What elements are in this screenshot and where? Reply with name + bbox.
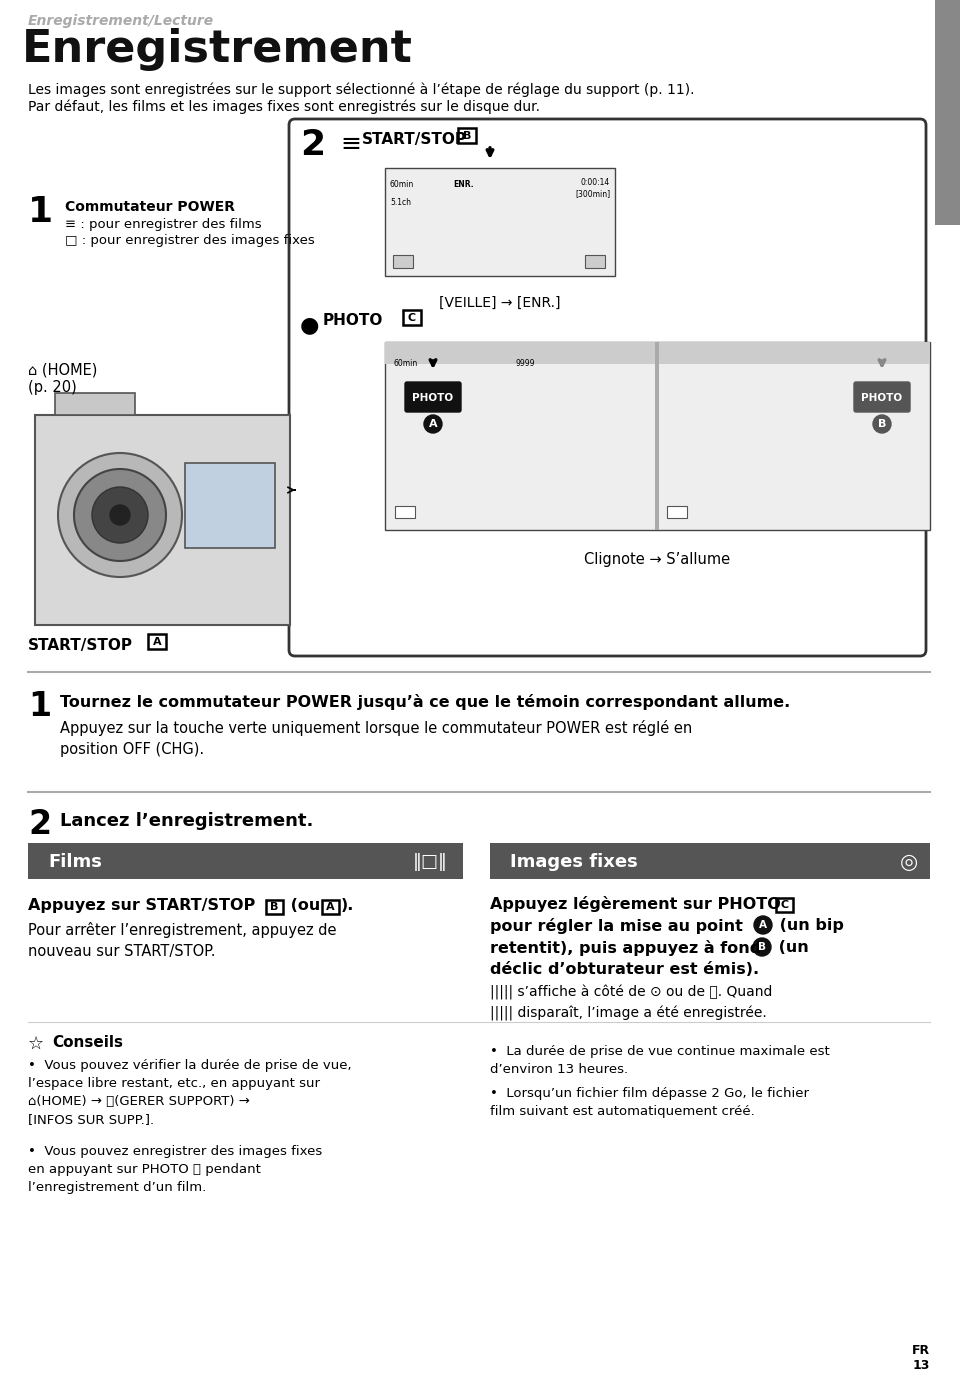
- Bar: [393, 256, 413, 268]
- Text: Par défaut, les films et les images fixes sont enregistrés sur le disque dur.: Par défaut, les films et les images fixe…: [28, 100, 540, 113]
- Text: ◎: ◎: [900, 851, 918, 872]
- Text: •  La durée de prise de vue continue maximale est
d’environ 13 heures.: • La durée de prise de vue continue maxi…: [490, 1045, 829, 1077]
- Text: FR
13: FR 13: [912, 1345, 930, 1372]
- Text: START/STOP: START/STOP: [362, 133, 467, 146]
- Text: 60min: 60min: [390, 180, 415, 189]
- Text: C: C: [408, 312, 416, 322]
- Text: PHOTO: PHOTO: [323, 312, 383, 328]
- Text: B: B: [271, 902, 278, 912]
- Bar: [322, 900, 339, 914]
- Text: Films: Films: [48, 853, 102, 871]
- Bar: [266, 900, 283, 914]
- Text: •  Vous pouvez enregistrer des images fixes
en appuyant sur PHOTO Ⓒ pendant
l’en: • Vous pouvez enregistrer des images fix…: [28, 1146, 323, 1194]
- Text: ●: ●: [300, 315, 320, 334]
- Text: 1: 1: [28, 690, 51, 723]
- Text: Appuyez sur START/STOP: Appuyez sur START/STOP: [28, 898, 261, 914]
- Bar: [385, 341, 930, 363]
- Text: Conseils: Conseils: [52, 1035, 123, 1050]
- Text: 1: 1: [28, 195, 53, 229]
- Circle shape: [754, 916, 772, 934]
- Text: A: A: [429, 419, 438, 428]
- Text: A: A: [759, 920, 767, 930]
- Bar: [458, 129, 476, 142]
- FancyBboxPatch shape: [289, 119, 926, 656]
- Bar: [55, 392, 135, 415]
- Bar: [655, 341, 659, 531]
- Circle shape: [92, 486, 148, 543]
- Text: 5.1ch: 5.1ch: [390, 198, 411, 207]
- Text: [300min]: [300min]: [575, 189, 610, 198]
- FancyBboxPatch shape: [405, 381, 461, 412]
- Text: Enregistrement/Lecture: Enregistrement/Lecture: [28, 14, 214, 28]
- Circle shape: [753, 938, 771, 956]
- Text: Les images sont enregistrées sur le support sélectionné à l’étape de réglage du : Les images sont enregistrées sur le supp…: [28, 82, 694, 97]
- Bar: [935, 0, 960, 225]
- Text: A: A: [153, 637, 161, 647]
- Text: ).: ).: [341, 898, 354, 914]
- Text: 2: 2: [300, 129, 325, 162]
- Text: ≡ : pour enregistrer des films: ≡ : pour enregistrer des films: [65, 218, 262, 231]
- Circle shape: [110, 504, 130, 525]
- Text: A: A: [326, 902, 335, 912]
- Text: ‖□‖: ‖□‖: [413, 853, 448, 871]
- Text: (p. 20): (p. 20): [28, 380, 77, 395]
- Text: B: B: [463, 130, 471, 141]
- Text: 0:00:14: 0:00:14: [581, 178, 610, 187]
- Bar: [585, 256, 605, 268]
- Text: 9999: 9999: [515, 359, 535, 368]
- Text: •  Vous pouvez vérifier la durée de prise de vue,
l’espace libre restant, etc., : • Vous pouvez vérifier la durée de prise…: [28, 1059, 351, 1126]
- Text: Appuyez sur la touche verte uniquement lorsque le commutateur POWER est réglé en: Appuyez sur la touche verte uniquement l…: [60, 720, 692, 757]
- Text: PHOTO: PHOTO: [413, 392, 453, 404]
- Text: ☆: ☆: [28, 1035, 44, 1053]
- Text: Clignote → S’allume: Clignote → S’allume: [584, 551, 730, 567]
- Bar: [490, 843, 930, 879]
- Text: 60min: 60min: [393, 359, 418, 368]
- Text: B: B: [877, 419, 886, 428]
- Text: Lancez l’enregistrement.: Lancez l’enregistrement.: [60, 813, 313, 831]
- Text: Tournez le commutateur POWER jusqu’à ce que le témoin correspondant allume.: Tournez le commutateur POWER jusqu’à ce …: [60, 694, 790, 710]
- Text: ||||| s’affiche à côté de ⊙ ou de ⎕. Quand
||||| disparaît, l’image a été enregi: ||||| s’affiche à côté de ⊙ ou de ⎕. Qua…: [490, 985, 773, 1021]
- Text: START/STOP: START/STOP: [28, 638, 133, 654]
- Text: ≡: ≡: [340, 133, 361, 156]
- Bar: [185, 463, 275, 549]
- Circle shape: [74, 468, 166, 561]
- Text: Enregistrement/Lecture: Enregistrement/Lecture: [941, 357, 953, 533]
- Text: (un bip: (un bip: [774, 918, 844, 933]
- Text: Enregistrement: Enregistrement: [22, 28, 413, 70]
- Bar: [395, 506, 415, 518]
- Text: Images fixes: Images fixes: [510, 853, 637, 871]
- Circle shape: [424, 415, 442, 433]
- Text: PHOTO: PHOTO: [861, 392, 902, 404]
- Text: Commutateur POWER: Commutateur POWER: [65, 200, 235, 214]
- Text: (un: (un: [773, 940, 808, 955]
- Text: C: C: [780, 900, 788, 909]
- Text: 2: 2: [28, 808, 51, 842]
- FancyBboxPatch shape: [854, 381, 910, 412]
- Bar: [403, 310, 421, 325]
- Text: déclic d’obturateur est émis).: déclic d’obturateur est émis).: [490, 962, 759, 977]
- Bar: [28, 843, 463, 879]
- Bar: [35, 415, 290, 625]
- Text: ⌂ (HOME): ⌂ (HOME): [28, 362, 97, 377]
- Circle shape: [58, 453, 182, 578]
- Text: Pour arrêter l’enregistrement, appuyez de
nouveau sur START/STOP.: Pour arrêter l’enregistrement, appuyez d…: [28, 922, 337, 959]
- Text: pour régler la mise au point: pour régler la mise au point: [490, 918, 749, 934]
- Text: B: B: [758, 943, 766, 952]
- Text: ENR.: ENR.: [453, 180, 473, 189]
- Bar: [385, 169, 615, 276]
- Bar: [148, 634, 166, 650]
- Text: □ : pour enregistrer des images fixes: □ : pour enregistrer des images fixes: [65, 234, 315, 247]
- Text: •  Lorsqu’un fichier film dépasse 2 Go, le fichier
film suivant est automatiquem: • Lorsqu’un fichier film dépasse 2 Go, l…: [490, 1088, 809, 1118]
- Text: (ou: (ou: [285, 898, 325, 914]
- Bar: [667, 506, 687, 518]
- Text: Appuyez légèrement sur PHOTO: Appuyez légèrement sur PHOTO: [490, 896, 786, 912]
- Text: retentit), puis appuyez à fond: retentit), puis appuyez à fond: [490, 940, 767, 956]
- Bar: [385, 341, 930, 531]
- Bar: [776, 898, 793, 912]
- Text: [VEILLE] → [ENR.]: [VEILLE] → [ENR.]: [440, 296, 561, 310]
- Circle shape: [873, 415, 891, 433]
